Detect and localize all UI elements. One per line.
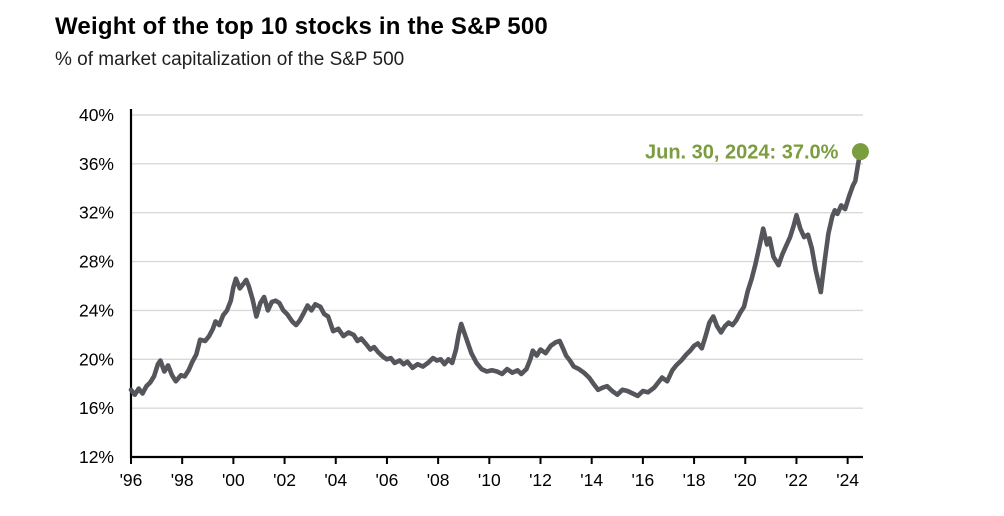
- y-tick-label: 28%: [79, 252, 114, 272]
- y-tick-label: 20%: [79, 349, 114, 369]
- y-tick-label: 40%: [79, 105, 114, 125]
- y-tick-label: 36%: [79, 154, 114, 174]
- x-tick-label: '98: [171, 470, 194, 490]
- x-tick-label: '02: [273, 470, 296, 490]
- y-tick-label: 32%: [79, 203, 114, 223]
- x-tick-label: '10: [478, 470, 501, 490]
- chart-subtitle: % of market capitalization of the S&P 50…: [55, 49, 405, 70]
- x-tick-label: '06: [376, 470, 399, 490]
- end-point-marker: [851, 143, 869, 161]
- x-tick-label: '22: [785, 470, 808, 490]
- x-tick-label: '96: [120, 470, 143, 490]
- x-tick-label: '14: [580, 470, 603, 490]
- x-tick-label: '08: [427, 470, 450, 490]
- chart-title: Weight of the top 10 stocks in the S&P 5…: [55, 13, 548, 40]
- x-tick-label: '00: [222, 470, 245, 490]
- series-line: [128, 149, 863, 399]
- annotation-label: Jun. 30, 2024: 37.0%: [645, 142, 839, 164]
- x-tick-label: '16: [631, 470, 654, 490]
- x-tick-label: '20: [734, 470, 757, 490]
- y-tick-label: 16%: [79, 398, 114, 418]
- x-tick-label: '12: [529, 470, 552, 490]
- x-tick-label: '04: [324, 470, 347, 490]
- x-tick-label: '24: [836, 470, 859, 490]
- x-tick-label: '18: [683, 470, 706, 490]
- y-tick-label: 12%: [79, 447, 114, 467]
- y-tick-label: 24%: [79, 300, 114, 320]
